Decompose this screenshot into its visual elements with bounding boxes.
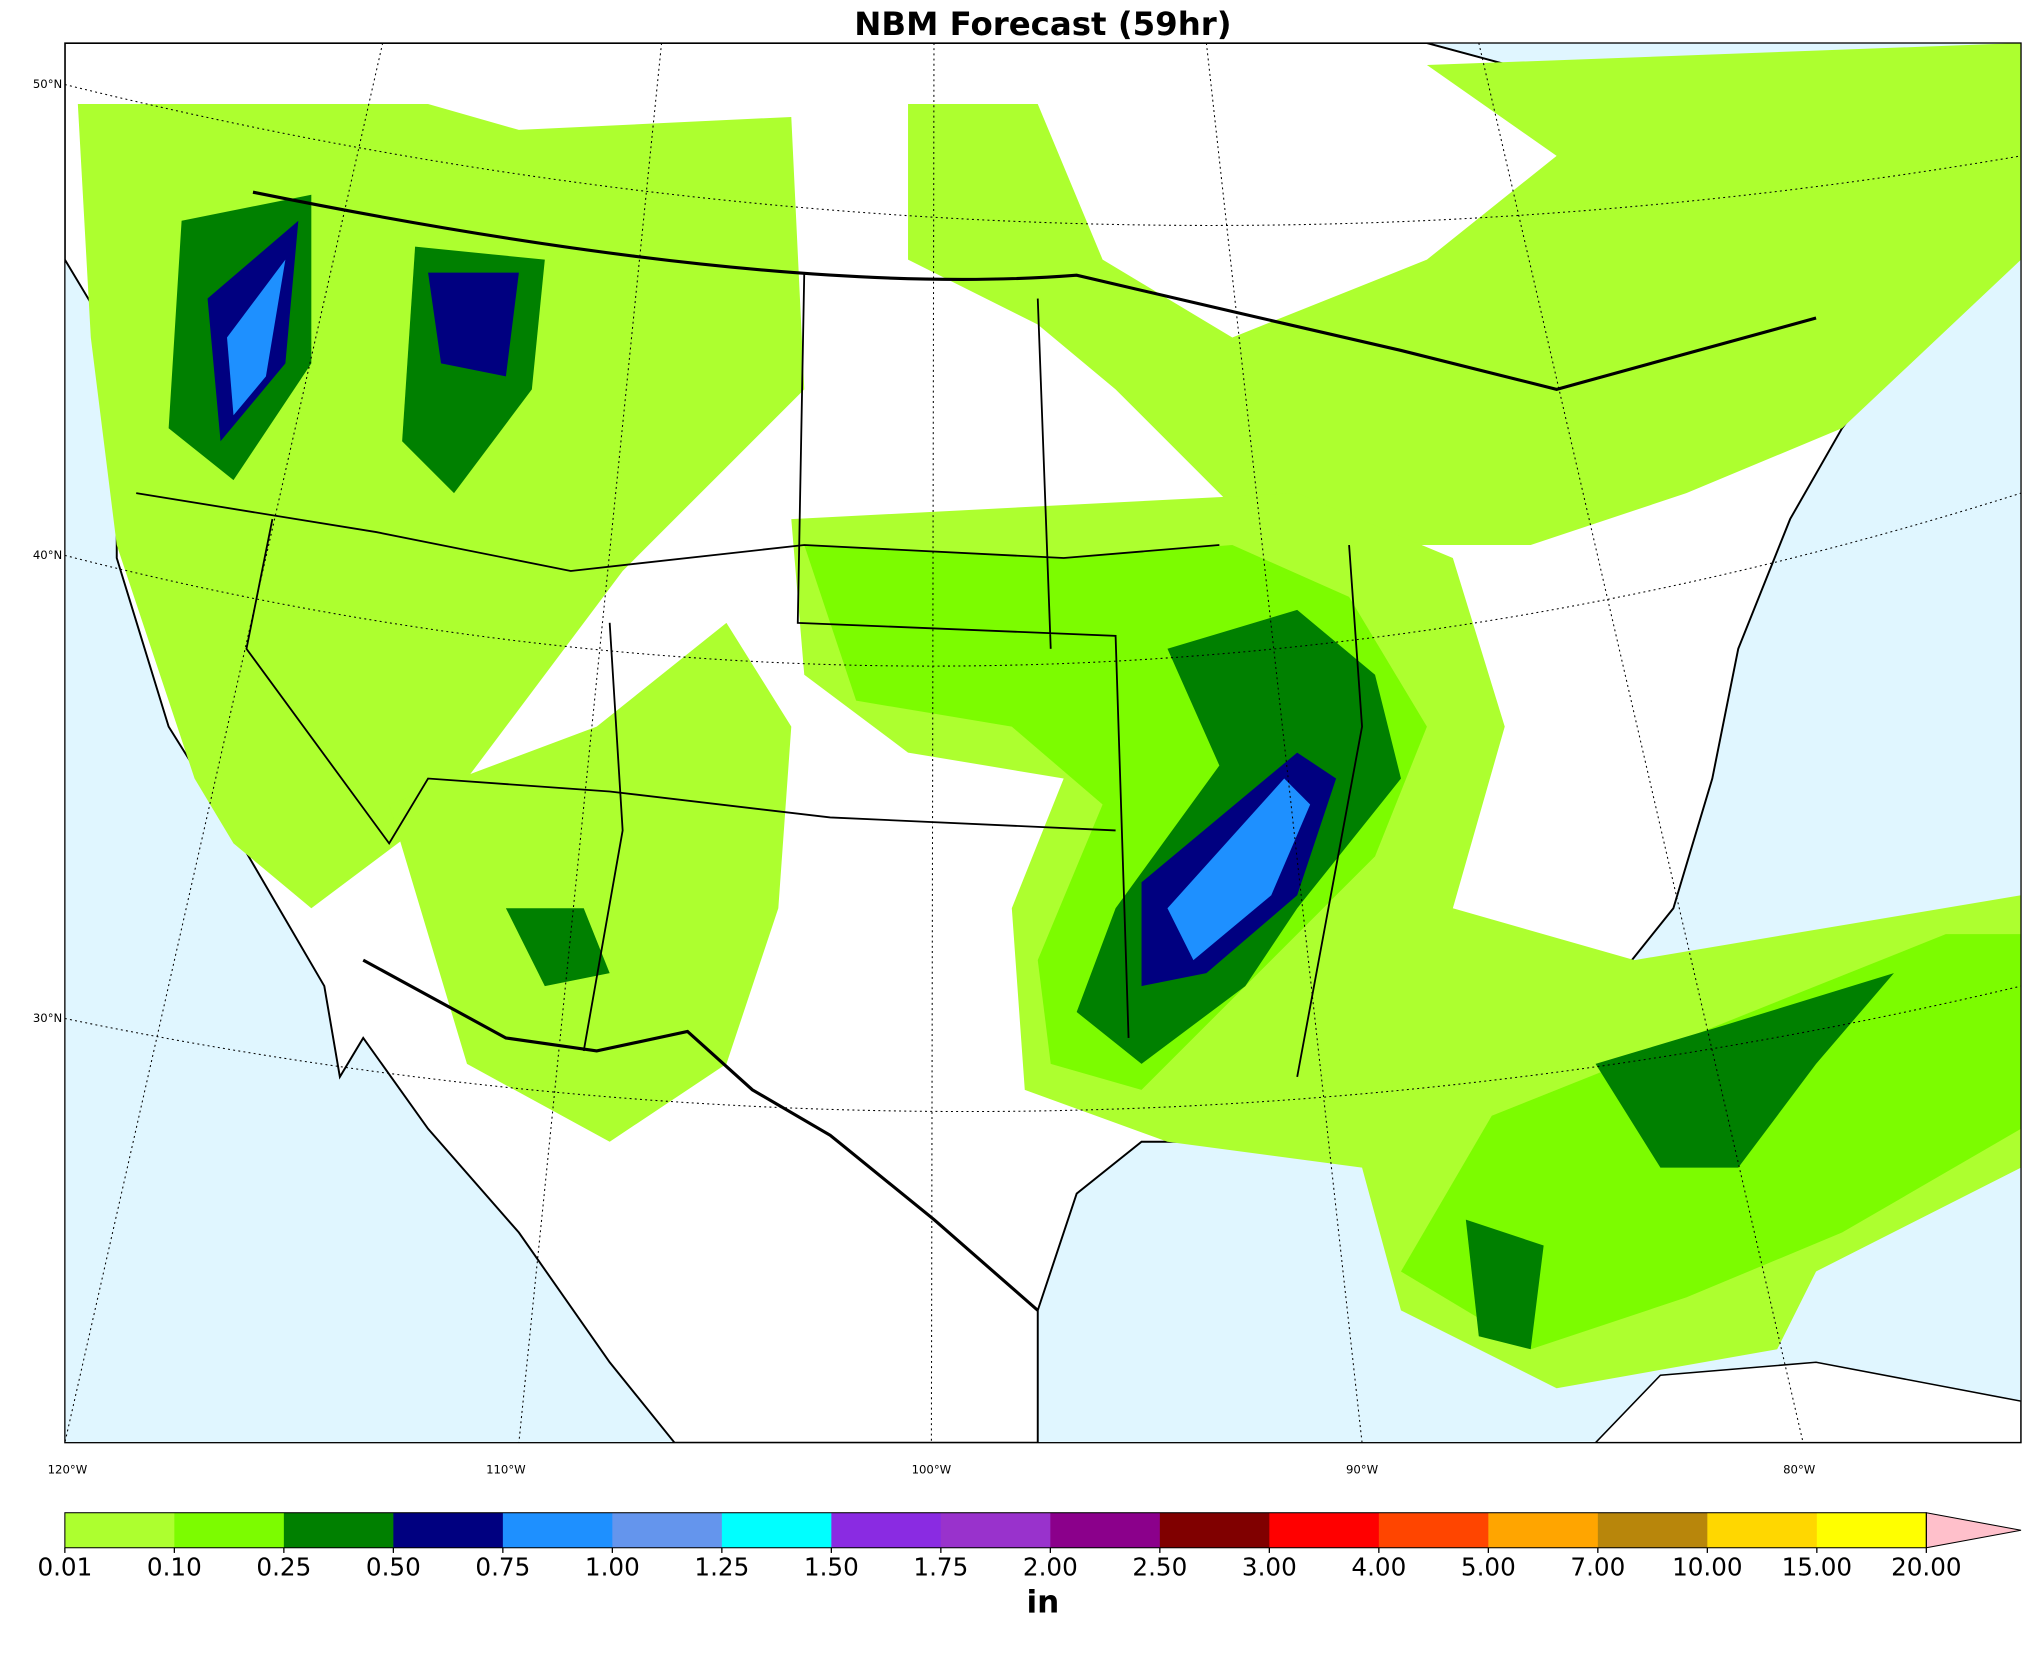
colorbar-segment — [1488, 1512, 1599, 1548]
colorbar-segment — [612, 1512, 723, 1548]
graticule — [64, 43, 2022, 1443]
colorbar-tick-label: 7.00 — [1570, 1553, 1625, 1582]
colorbar-tick-label: 0.10 — [147, 1553, 202, 1582]
colorbar-tick-label: 10.00 — [1672, 1553, 1742, 1582]
colorbar-tick-label: 4.00 — [1351, 1553, 1406, 1582]
colorbar-segment — [393, 1512, 504, 1548]
colorbar-tick-label: 1.25 — [694, 1553, 749, 1582]
colorbar-segment — [1378, 1512, 1489, 1548]
colorbar-tick-label: 5.00 — [1461, 1553, 1516, 1582]
colorbar-segment — [1707, 1512, 1818, 1548]
lon-label: 120°W — [48, 1462, 88, 1476]
colorbar-segment — [1159, 1512, 1270, 1548]
colorbar-segment — [940, 1512, 1051, 1548]
colorbar-segment — [721, 1512, 832, 1548]
colorbar-segment — [502, 1512, 614, 1548]
colorbar-tick-label: 1.00 — [585, 1553, 640, 1582]
borders — [136, 190, 1817, 1312]
colorbar-frame — [64, 1512, 1927, 1549]
lat-label: 50°N — [33, 77, 62, 91]
colorbar-tick-label: 2.00 — [1023, 1553, 1078, 1582]
lat-label: 40°N — [33, 548, 62, 562]
colorbar-segment — [831, 1512, 942, 1548]
colorbar-tick-label: 15.00 — [1782, 1553, 1852, 1582]
map-frame — [64, 42, 2022, 1444]
colorbar-tick-label: 0.01 — [37, 1553, 92, 1582]
colorbar-segment — [1050, 1512, 1161, 1548]
colorbar-tick-label: 1.75 — [913, 1553, 968, 1582]
colorbar-tick-label: 1.50 — [804, 1553, 859, 1582]
title: NBM Forecast (59hr) — [854, 5, 1231, 43]
colorbar-segment — [1597, 1512, 1708, 1548]
colorbar-segment — [1269, 1512, 1380, 1548]
precip — [77, 43, 2022, 1389]
lon-label: 90°W — [1346, 1462, 1379, 1476]
colorbar-tick-label: 0.75 — [475, 1553, 530, 1582]
colorbar-tick-label: 0.50 — [366, 1553, 421, 1582]
colorbar-tick-label: 0.25 — [256, 1553, 311, 1582]
colorbar-tick-label: 2.50 — [1132, 1553, 1187, 1582]
lon-label: 80°W — [1783, 1462, 1816, 1476]
map — [64, 42, 2022, 1444]
lat-label: 30°N — [33, 1011, 62, 1025]
colorbar-tick-label: 3.00 — [1242, 1553, 1297, 1582]
colorbar-segment — [174, 1512, 285, 1548]
lon-label: 100°W — [912, 1462, 952, 1476]
colorbar-segment — [283, 1512, 395, 1548]
lon-label: 110°W — [486, 1462, 526, 1476]
colorbar-tick-label: 20.00 — [1891, 1553, 1961, 1582]
colorbar-segment — [1816, 1512, 1927, 1548]
colorbar-label: in — [1027, 1585, 1060, 1621]
colorbar-extend — [1925, 1512, 2022, 1549]
cuba — [1594, 1361, 2022, 1443]
colorbar-segment — [64, 1512, 176, 1548]
